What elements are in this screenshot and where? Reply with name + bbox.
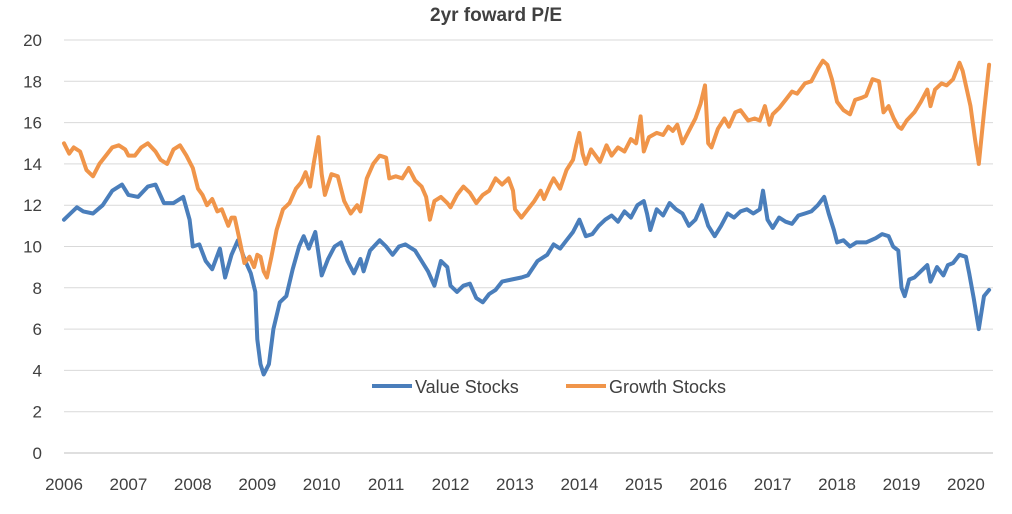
- x-tick-label-2006: 2006: [45, 475, 83, 494]
- y-tick-label-4: 4: [33, 361, 42, 380]
- x-tick-label-2012: 2012: [432, 475, 470, 494]
- y-tick-label-12: 12: [23, 196, 42, 215]
- y-tick-label-16: 16: [23, 114, 42, 133]
- x-tick-label-2011: 2011: [368, 475, 405, 494]
- y-axis-tick-labels: 0 2 4 6 8 10 12 14 16 18 20: [23, 31, 42, 463]
- x-tick-label-2017: 2017: [754, 475, 792, 494]
- x-tick-label-2020: 2020: [947, 475, 985, 494]
- grid-lines: [64, 39, 993, 454]
- x-tick-label-2009: 2009: [238, 475, 276, 494]
- y-tick-label-10: 10: [23, 238, 42, 257]
- x-tick-label-2019: 2019: [883, 475, 921, 494]
- x-tick-label-2015: 2015: [625, 475, 663, 494]
- y-tick-label-2: 2: [33, 403, 42, 422]
- y-tick-label-14: 14: [23, 155, 42, 174]
- series-line-growth-stocks: [62, 58, 992, 280]
- series-lines: [62, 58, 992, 377]
- legend-label-value-stocks: Value Stocks: [415, 377, 519, 397]
- series-line-value-stocks: [62, 182, 992, 377]
- y-tick-label-18: 18: [23, 72, 42, 91]
- x-axis-tick-labels: 2006 2007 2008 2009 2010 2011 2012 2013 2014 2015…: [45, 475, 985, 494]
- x-tick-label-2007: 2007: [110, 475, 148, 494]
- x-tick-label-2014: 2014: [560, 475, 598, 494]
- x-tick-label-2016: 2016: [689, 475, 727, 494]
- y-tick-label-20: 20: [23, 31, 42, 50]
- x-tick-label-2018: 2018: [818, 475, 856, 494]
- legend: Value Stocks Growth Stocks: [372, 377, 726, 397]
- chart-title: 2yr foward P/E: [430, 5, 562, 26]
- y-tick-label-8: 8: [33, 279, 42, 298]
- x-tick-label-2008: 2008: [174, 475, 212, 494]
- legend-label-growth-stocks: Growth Stocks: [609, 377, 726, 397]
- x-tick-label-2010: 2010: [303, 475, 341, 494]
- y-tick-label-0: 0: [33, 444, 42, 463]
- y-tick-label-6: 6: [33, 320, 42, 339]
- x-tick-label-2013: 2013: [496, 475, 534, 494]
